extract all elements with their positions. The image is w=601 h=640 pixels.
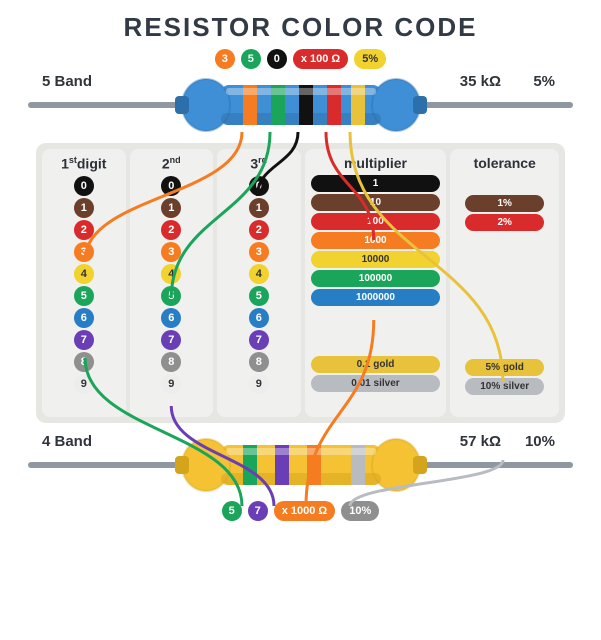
- tolerance-pill: 1%: [465, 195, 544, 212]
- multiplier-pill: 100000: [311, 270, 441, 287]
- value-pill: x 100 Ω: [293, 49, 348, 69]
- digit-dot: 7: [161, 330, 181, 350]
- digit-dot: 9: [74, 374, 94, 394]
- digit-circle: 7: [248, 501, 268, 521]
- top-band-pills: 350 x 100 Ω 5%: [0, 49, 601, 69]
- digit-circle: 3: [215, 49, 235, 69]
- digit-dot: 4: [74, 264, 94, 284]
- digit-dot: 0: [74, 176, 94, 196]
- five-band-label: 5 Band: [42, 73, 92, 90]
- column-header: 1stdigit: [42, 155, 126, 172]
- multiplier-pill: 1000000: [311, 289, 441, 306]
- column-header: 2nd: [130, 155, 214, 172]
- multiplier-pill: 0.1 gold: [311, 356, 441, 373]
- tolerance-pill: 2%: [465, 214, 544, 231]
- four-band-resistor-row: 4 Band 57 kΩ 10%: [0, 429, 601, 499]
- color-code-chart: 1stdigit01234567892nd01234567893rd012345…: [36, 143, 565, 423]
- multiplier-pill: 0.01 silver: [311, 375, 441, 392]
- digit-column: 3rd 0123456789: [217, 149, 301, 417]
- digit-dot: 3: [74, 242, 94, 262]
- column-header: tolerance: [450, 155, 559, 171]
- four-band-value: 57 kΩ: [460, 433, 501, 450]
- digit-dot: 9: [161, 374, 181, 394]
- digit-dot: 5: [74, 286, 94, 306]
- digit-dot: 6: [161, 308, 181, 328]
- digit-circle: 5: [222, 501, 242, 521]
- five-band-resistor-row: 5 Band 35 kΩ 5%: [0, 69, 601, 139]
- multiplier-pill: 100: [311, 213, 441, 230]
- resistor-4band: [151, 435, 451, 495]
- digit-dot: 5: [249, 286, 269, 306]
- digit-column: 2nd 0123456789: [130, 149, 214, 417]
- five-band-value: 35 kΩ: [460, 73, 501, 90]
- digit-dot: 1: [161, 198, 181, 218]
- digit-dot: 2: [74, 220, 94, 240]
- multiplier-pill: 10000: [311, 251, 441, 268]
- digit-dot: 4: [161, 264, 181, 284]
- resistor-5band: [151, 75, 451, 135]
- digit-dot: 0: [161, 176, 181, 196]
- digit-dot: 8: [74, 352, 94, 372]
- value-pill: 10%: [341, 501, 379, 521]
- multiplier-pill: 1000: [311, 232, 441, 249]
- column-header: multiplier: [305, 155, 447, 171]
- value-pill: 5%: [354, 49, 386, 69]
- multiplier-pill: 1: [311, 175, 441, 192]
- digit-dot: 2: [249, 220, 269, 240]
- digit-dot: 1: [249, 198, 269, 218]
- digit-dot: 7: [249, 330, 269, 350]
- digit-dot: 3: [161, 242, 181, 262]
- digit-dot: 5: [161, 286, 181, 306]
- digit-dot: 8: [249, 352, 269, 372]
- tolerance-column: tolerance 1% 2% 5% gold 10% silver: [450, 149, 559, 417]
- digit-dot: 7: [74, 330, 94, 350]
- digit-dot: 6: [249, 308, 269, 328]
- digit-dot: 8: [161, 352, 181, 372]
- digit-dot: 1: [74, 198, 94, 218]
- digit-circle: 5: [241, 49, 261, 69]
- page-title: RESISTOR COLOR CODE: [0, 0, 601, 49]
- five-band-tolerance: 5%: [533, 73, 555, 90]
- digit-dot: 4: [249, 264, 269, 284]
- digit-dot: 6: [74, 308, 94, 328]
- digit-dot: 2: [161, 220, 181, 240]
- digit-column: 1stdigit 0123456789: [42, 149, 126, 417]
- value-pill: x 1000 Ω: [274, 501, 336, 521]
- multiplier-pill: 10: [311, 194, 441, 211]
- column-header: 3rd: [217, 155, 301, 172]
- digit-dot: 0: [249, 176, 269, 196]
- four-band-tolerance: 10%: [525, 433, 555, 450]
- four-band-label: 4 Band: [42, 433, 92, 450]
- multiplier-column: multiplier 1 10 100 1000 10000 100000 1000000 0.…: [305, 149, 447, 417]
- tolerance-pill: 5% gold: [465, 359, 544, 376]
- digit-dot: 9: [249, 374, 269, 394]
- digit-dot: 3: [249, 242, 269, 262]
- digit-circle: 0: [267, 49, 287, 69]
- bottom-band-pills: 57 x 1000 Ω10%: [0, 501, 601, 521]
- tolerance-pill: 10% silver: [465, 378, 544, 395]
